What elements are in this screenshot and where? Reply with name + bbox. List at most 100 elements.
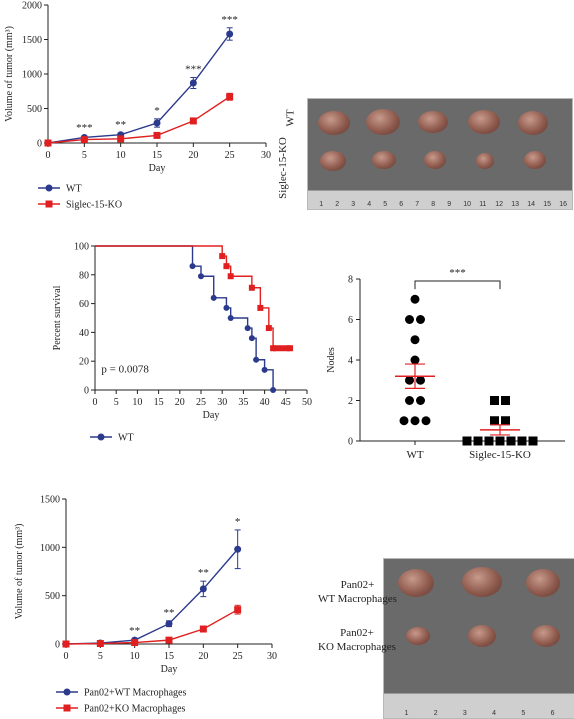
data-point — [153, 119, 161, 127]
dot-point — [495, 436, 505, 446]
y-tick-label: 2 — [348, 396, 353, 407]
significance-bracket — [414, 280, 501, 290]
censored-bar — [273, 345, 291, 352]
dot-point — [421, 416, 431, 426]
survival-point — [270, 387, 277, 393]
dot-point — [462, 436, 472, 446]
survival-point — [248, 284, 255, 291]
x-tick-label: 40 — [260, 397, 270, 408]
survival-point — [248, 335, 255, 342]
dot-point — [506, 436, 516, 446]
data-point — [153, 131, 161, 139]
ruler-tick-label: 11 — [479, 201, 487, 208]
x-tick-label: 30 — [217, 397, 227, 408]
dot-point — [501, 416, 510, 426]
x-tick-label: 0 — [64, 651, 69, 662]
y-tick-label: 500 — [45, 591, 60, 602]
dot-point — [405, 375, 414, 385]
ruler-tick-label: 4 — [492, 710, 497, 717]
survival-point — [198, 273, 204, 280]
data-point — [234, 606, 242, 614]
y-tick-label: 0 — [84, 386, 89, 397]
ruler-tick-label: 12 — [495, 201, 503, 208]
x-axis-label: Day — [203, 410, 220, 421]
data-point — [189, 79, 197, 87]
x-tick-label: Siglec-15-KO — [469, 449, 531, 461]
legend-label: Siglec-15-KO — [66, 200, 122, 211]
y-axis-label: Volume of tumor (mm³) — [14, 524, 25, 620]
dot-point — [501, 396, 510, 405]
dot-point — [410, 416, 420, 426]
ruler-tick-label: 5 — [383, 201, 388, 208]
ruler-tick-label: 4 — [367, 201, 372, 208]
survival-point — [210, 294, 217, 301]
series-line — [65, 548, 239, 645]
x-tick-label: WT — [406, 449, 423, 461]
y-axis-label: Percent survival — [52, 285, 63, 350]
data-point — [165, 620, 173, 628]
x-tick-label: 10 — [116, 150, 126, 161]
survival-point — [244, 325, 251, 332]
x-tick-label: 15 — [152, 150, 162, 161]
survival-point — [227, 273, 234, 280]
legend-marker — [97, 433, 105, 441]
data-point — [226, 93, 234, 101]
data-point — [62, 640, 70, 648]
x-tick-label: 5 — [82, 150, 87, 161]
y-tick-label: 100 — [74, 242, 89, 253]
dot-point — [405, 315, 414, 324]
survival-point — [227, 315, 234, 321]
photo-row-label-ko: Siglec-15-KO — [276, 137, 289, 199]
y-tick-label: 500 — [27, 104, 42, 115]
x-tick-label: 20 — [188, 150, 198, 161]
x-axis-label: Day — [149, 163, 166, 174]
survival-point — [219, 253, 226, 260]
dot-point — [484, 436, 494, 446]
x-tick-label: 10 — [130, 651, 140, 662]
y-tick-label: 20 — [79, 357, 89, 368]
ruler-bottom: 1 2 3 4 5 6 — [384, 693, 574, 718]
ruler-top: 1 2 3 4 5 6 7 8 9 10 11 12 13 14 15 16 — [308, 190, 572, 209]
significance-label: *** — [76, 122, 93, 134]
dot-point — [416, 396, 425, 405]
significance-label: ** — [164, 607, 175, 619]
dot-point — [528, 436, 538, 446]
p-value-annotation: p = 0.0078 — [101, 364, 149, 376]
data-point — [189, 117, 197, 125]
ruler-tick-label: 10 — [463, 201, 471, 208]
y-tick-label: 1000 — [22, 70, 42, 81]
x-tick-label: 30 — [261, 150, 271, 161]
ruler-tick-label: 13 — [511, 201, 519, 208]
significance-label: ** — [198, 567, 209, 579]
dot-point — [517, 436, 527, 446]
y-tick-label: 1500 — [40, 495, 60, 506]
data-point — [199, 585, 207, 593]
tumor-volume-chart-d: 0 5 10 15 20 25 30 0 500 1000 1500 Day Volume of tum… — [14, 495, 277, 715]
photo-row-label-wt-macrophages: Pan02+ WT Macrophages — [318, 579, 397, 605]
ruler-tick-label: 8 — [431, 201, 436, 208]
x-tick-label: 10 — [132, 397, 142, 408]
data-point — [44, 139, 52, 147]
data-point — [199, 625, 207, 633]
significance-label: * — [154, 105, 160, 117]
data-point — [234, 545, 242, 553]
x-tick-label: 45 — [281, 397, 291, 408]
y-tick-label: 4 — [348, 356, 353, 367]
dot-point — [410, 355, 420, 365]
significance-label: ** — [115, 119, 126, 131]
survival-point — [257, 304, 264, 311]
ruler-tick-label: 1 — [319, 201, 324, 208]
survival-chart: 0 5 10 15 20 25 30 35 40 45 50 0 20 40 60 80 100 Day Perce… — [52, 242, 312, 451]
legend-label: WT — [118, 433, 134, 444]
significance-label: *** — [449, 267, 466, 279]
legend-label: Pan02+WT Macrophages — [84, 688, 186, 699]
tumor-photo-top: 1 2 3 4 5 6 7 8 9 10 11 12 13 14 15 16 — [307, 98, 573, 210]
x-tick-label: 5 — [98, 651, 103, 662]
dot-point — [416, 315, 425, 324]
dot-point — [405, 396, 414, 405]
y-axis-label: Nodes — [326, 347, 337, 373]
x-tick-label: 35 — [238, 397, 248, 408]
ruler-tick-label: 1 — [404, 710, 409, 717]
y-axis-label: Volume of tumor (mm³) — [4, 26, 15, 122]
y-tick-label: 0 — [348, 437, 353, 448]
